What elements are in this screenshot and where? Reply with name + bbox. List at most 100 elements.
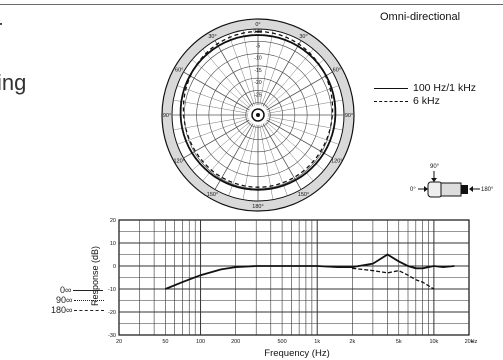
mic-arrowhead-90: [431, 178, 437, 182]
mic-body-icon: [440, 182, 462, 197]
mic-label-90: 90°: [430, 164, 440, 170]
x-tick-label: 20k: [465, 339, 474, 345]
left-legend-label-90: 90∞: [56, 295, 73, 305]
polar-angle-label: 180°: [252, 204, 263, 210]
polar-spoke: [262, 40, 302, 107]
x-tick-label: 10k: [429, 339, 438, 345]
polar-spoke: [267, 99, 343, 114]
frequency-response-chart: Response (dB) Frequency (Hz) 20 10 0 -10 -20…: [90, 218, 478, 359]
polar-spoke: [173, 99, 249, 114]
polar-spoke: [191, 121, 251, 171]
mic-connector-icon: [461, 185, 468, 194]
polar-spoke: [214, 123, 254, 190]
polar-spoke: [177, 85, 249, 112]
polar-ring-label: -25: [254, 92, 261, 98]
polar-angle-label: 30°: [208, 34, 216, 40]
chart-series: [165, 253, 455, 290]
left-legend-solid-swatch: [73, 289, 104, 291]
polar-angle-label: 0°: [255, 22, 260, 28]
polar-spoke: [264, 48, 314, 108]
left-legend-dashed-swatch: [74, 309, 105, 311]
series-line-solid: [165, 253, 455, 290]
x-tick-label: 20: [116, 339, 122, 345]
mic-capsule-icon: [427, 181, 443, 198]
x-tick-label: 5k: [396, 339, 402, 345]
mic-label-180: 180°: [481, 187, 494, 193]
chart-grid: [118, 219, 470, 336]
x-tick-label: 50: [162, 339, 168, 345]
y-axis-label: Response (dB): [90, 246, 100, 306]
polar-angle-label: 30°: [299, 34, 307, 40]
polar-ring-label: -20: [254, 80, 261, 86]
mic-arrowhead-0: [424, 186, 428, 192]
polar-spoke: [202, 122, 252, 182]
left-legend-0: 0∞: [44, 285, 104, 295]
legend-item-solid: 100 Hz/1 kHz: [374, 82, 476, 94]
polar-spoke: [261, 124, 288, 196]
y-tick-label: 10: [110, 241, 116, 247]
polar-spoke: [265, 59, 325, 109]
polar-spoke: [183, 119, 250, 159]
polar-angle-label: 150°: [207, 192, 218, 198]
polar-spoke: [261, 34, 288, 106]
top-rule: [0, 4, 503, 5]
polar-spoke: [267, 116, 343, 131]
legend-dashed-swatch: [374, 100, 408, 102]
polar-spoke: [183, 71, 250, 111]
cut-off-body-text: ing: [0, 70, 27, 95]
polar-spoke: [264, 122, 314, 182]
polar-spoke: [214, 40, 254, 107]
x-tick-label: 200: [231, 339, 240, 345]
polar-angle-label: 90°: [163, 113, 171, 119]
mic-orientation-diagram: 90° 0° 180°: [410, 164, 494, 198]
polar-spoke: [265, 121, 325, 171]
left-legend-label-180: 180∞: [51, 305, 73, 315]
x-tick-label: 2k: [349, 339, 355, 345]
polar-spoke: [259, 30, 274, 106]
y-tick-label: -30: [108, 333, 116, 339]
cut-off-heading-text: r: [0, 15, 2, 41]
left-legend: 0∞ 90∞ 180∞: [44, 285, 105, 315]
polar-angle-labels: 0° 30° 60° 90° 120° 150° 180° 150° 120° 90° 60° 30°: [163, 22, 353, 210]
polar-angle-label: 120°: [331, 159, 342, 165]
polar-ring-label: -5: [256, 43, 261, 49]
left-legend-label-0: 0∞: [60, 285, 72, 295]
legend-label-solid: 100 Hz/1 kHz: [413, 82, 477, 94]
legend-solid-swatch: [374, 87, 408, 89]
polar-center-dot: [256, 113, 260, 117]
mic-label-0: 0°: [410, 187, 416, 193]
x-tick-label: 500: [277, 339, 286, 345]
series-line-dashed: [352, 267, 435, 290]
legend-label-dashed: 6 kHz: [413, 95, 440, 107]
legend-item-dashed: 6 kHz: [374, 95, 476, 107]
left-legend-dotted-swatch: [74, 299, 105, 301]
polar-angle-label: 150°: [298, 192, 309, 198]
x-axis-label: Frequency (Hz): [264, 348, 329, 359]
polar-spoke: [177, 118, 249, 145]
y-tick-labels: 20 10 0 -10 -20 -30: [108, 218, 116, 339]
y-tick-label: 0: [113, 264, 116, 270]
ring-label-bg: [250, 30, 266, 36]
x-tick-label: Hz: [471, 339, 478, 345]
polar-legend: 100 Hz/1 kHz 6 kHz: [374, 82, 476, 107]
polar-pattern-diagram: 0° 30° 60° 90° 120° 150° 180° 150° 120° 90° 60° 30°…: [161, 18, 355, 212]
polar-spoke: [242, 124, 257, 200]
polar-spoke: [267, 85, 339, 112]
polar-spoke: [259, 124, 274, 200]
mic-arrowhead-180: [469, 186, 473, 192]
left-legend-90: 90∞: [44, 295, 105, 305]
polar-spoke: [228, 34, 255, 106]
y-tick-label: -10: [108, 287, 116, 293]
polar-ring-label: -15: [254, 68, 261, 74]
polar-spoke: [228, 124, 255, 196]
y-tick-label: -20: [108, 310, 116, 316]
left-legend-180: 180∞: [44, 305, 105, 315]
polar-angle-label: 60°: [175, 68, 183, 74]
polar-spoke: [266, 119, 333, 159]
x-tick-label: 1k: [314, 339, 320, 345]
polar-spoke: [242, 30, 257, 106]
polar-spoke: [267, 118, 339, 145]
polar-pattern-title: Omni-directional: [380, 11, 461, 23]
polar-spoke: [202, 48, 252, 108]
